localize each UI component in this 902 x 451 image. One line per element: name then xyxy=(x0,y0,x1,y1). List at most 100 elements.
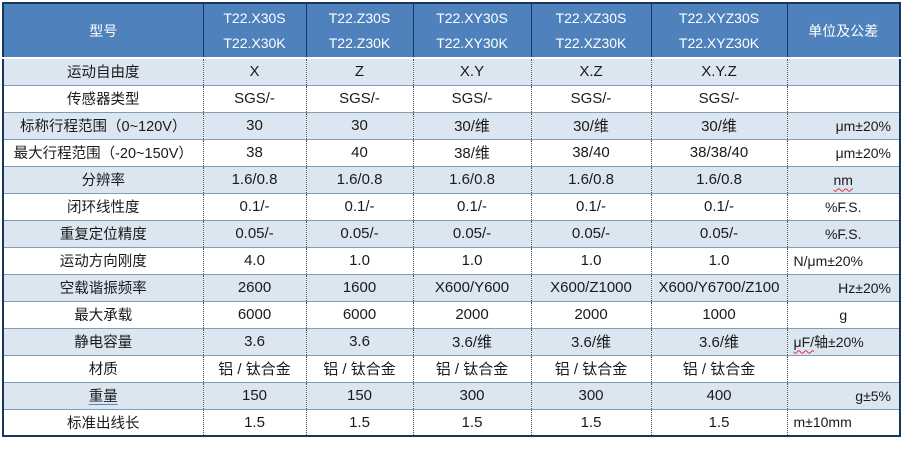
model-name: T22.XZ30S xyxy=(555,9,627,26)
table-row: 分辨率 1.6/0.8 1.6/0.8 1.6/0.8 1.6/0.8 1.6/0.8 nm xyxy=(3,165,900,193)
spec-value: SGS/- xyxy=(412,84,531,112)
row-label: 空载谐振频率 xyxy=(3,273,203,301)
spec-value: 2000 xyxy=(530,300,651,328)
unit-text: N/μm±20% xyxy=(793,252,863,269)
spec-value: 150 xyxy=(305,381,413,409)
spec-value: 0.1/- xyxy=(650,192,787,220)
spec-value: 2000 xyxy=(412,300,531,328)
spec-value: 1600 xyxy=(305,273,413,301)
spec-value: 1.5 xyxy=(530,408,651,436)
spec-value: 38/38/40 xyxy=(650,138,787,166)
unit-cell: m±10mm xyxy=(786,408,900,436)
spec-value: 1.6/0.8 xyxy=(530,165,651,193)
table-row: 空载谐振频率 2600 1600 X600/Y600 X600/Z1000 X600/Y6… xyxy=(3,273,900,301)
row-label: 标称行程范围（0~120V） xyxy=(3,111,203,139)
spec-value: 38/维 xyxy=(412,138,531,166)
spec-value: 3.6/维 xyxy=(530,327,651,355)
header-col-x: T22.X30S T22.X30K xyxy=(202,3,306,59)
model-name: T22.XYZ30K xyxy=(678,34,760,51)
spec-value: 400 xyxy=(650,381,787,409)
unit-cell: Hz±20% xyxy=(786,273,900,301)
spec-value: 3.6/维 xyxy=(650,327,787,355)
spec-value: Z xyxy=(305,58,413,85)
spec-value: 0.1/- xyxy=(305,192,413,220)
spec-value: X600/Y6700/Z100 xyxy=(650,273,787,301)
table-row: 重量 150 150 300 300 400 g±5% xyxy=(3,381,900,409)
spec-value: 1000 xyxy=(650,300,787,328)
table-row: 最大承载 6000 6000 2000 2000 1000 g xyxy=(3,300,900,328)
row-label: 标准出线长 xyxy=(3,408,203,436)
unit-cell: nm xyxy=(786,165,900,193)
spec-value: 1.5 xyxy=(305,408,413,436)
unit-text: 轴±20% xyxy=(814,333,864,350)
spec-value: 1.5 xyxy=(650,408,787,436)
unit-text: g±5% xyxy=(855,387,891,404)
spec-value: 3.6 xyxy=(305,327,413,355)
model-name: T22.Z30K xyxy=(328,34,391,51)
unit-cell: μm±20% xyxy=(786,138,900,166)
spec-value: 150 xyxy=(202,381,306,409)
unit-cell xyxy=(786,84,900,112)
table-row: 重复定位精度 0.05/- 0.05/- 0.05/- 0.05/- 0.05/- %F.S… xyxy=(3,219,900,247)
spec-value: 1.0 xyxy=(650,246,787,274)
spec-value: 30/维 xyxy=(412,111,531,139)
spec-value: 铝 / 钛合金 xyxy=(305,354,413,382)
spec-value: 铝 / 钛合金 xyxy=(412,354,531,382)
spec-value: 38 xyxy=(202,138,306,166)
unit-cell: N/μm±20% xyxy=(786,246,900,274)
model-name: T22.XYZ30S xyxy=(678,9,760,26)
row-label: 重量 xyxy=(3,381,203,409)
spec-value: 0.1/- xyxy=(202,192,306,220)
table-row: 材质铝 / 钛合金铝 / 钛合金铝 / 钛合金铝 / 钛合金铝 / 钛合金 xyxy=(3,354,900,382)
header-col-xz: T22.XZ30S T22.XZ30K xyxy=(530,3,651,59)
header-col-xy: T22.XY30S T22.XY30K xyxy=(412,3,531,59)
row-label: 静电容量 xyxy=(3,327,203,355)
spec-value: SGS/- xyxy=(305,84,413,112)
spec-value: 30/维 xyxy=(650,111,787,139)
unit-text: Hz±20% xyxy=(838,279,891,296)
spec-value: 1.6/0.8 xyxy=(650,165,787,193)
spec-value: 1.6/0.8 xyxy=(202,165,306,193)
spec-value: X600/Z1000 xyxy=(530,273,651,301)
spec-value: SGS/- xyxy=(650,84,787,112)
unit-cell: %F.S. xyxy=(786,192,900,220)
spec-value: 3.6/维 xyxy=(412,327,531,355)
spec-value: 0.1/- xyxy=(530,192,651,220)
row-label: 闭环线性度 xyxy=(3,192,203,220)
spec-value: 1.0 xyxy=(305,246,413,274)
unit-text: μm±20% xyxy=(835,144,891,161)
spec-value: 0.05/- xyxy=(530,219,651,247)
row-label: 运动自由度 xyxy=(67,65,140,82)
row-label: 重复定位精度 xyxy=(3,219,203,247)
header-unit-label: 单位及公差 xyxy=(786,3,900,59)
model-name: T22.XZ30K xyxy=(555,34,627,51)
spec-value: 6000 xyxy=(305,300,413,328)
row-label: 分辨率 xyxy=(3,165,203,193)
spec-value: 1.5 xyxy=(202,408,306,436)
row-label: 最大承载 xyxy=(3,300,203,328)
spec-value: SGS/- xyxy=(530,84,651,112)
unit-text: μm±20% xyxy=(835,117,891,134)
table-row: 闭环线性度 0.1/- 0.1/- 0.1/- 0.1/- 0.1/- %F.S. xyxy=(3,192,900,220)
spec-value: 30/维 xyxy=(530,111,651,139)
header-col-z: T22.Z30S T22.Z30K xyxy=(305,3,413,59)
model-name: T22.X30K xyxy=(223,34,286,51)
spec-value: 1.0 xyxy=(412,246,531,274)
spec-table: 型号 T22.X30S T22.X30K T22.Z30S T22.Z30K T… xyxy=(2,2,901,437)
unit-cell xyxy=(786,58,900,85)
spec-value: X xyxy=(202,58,306,85)
spec-value: SGS/- xyxy=(202,84,306,112)
unit-cell: %F.S. xyxy=(786,219,900,247)
unit-text: %F.S. xyxy=(824,198,862,215)
table-row: 运动方向刚度 4.0 1.0 1.0 1.0 1.0 N/μm±20% xyxy=(3,246,900,274)
spec-value: 1.5 xyxy=(412,408,531,436)
model-name: T22.XY30K xyxy=(436,34,508,51)
unit-cell xyxy=(786,354,900,382)
unit-cell: μF/轴±20% xyxy=(786,327,900,355)
model-name: T22.Z30S xyxy=(328,9,391,26)
spec-value: 4.0 xyxy=(202,246,306,274)
unit-cell: g xyxy=(786,300,900,328)
spec-value: 40 xyxy=(305,138,413,166)
spec-value: 6000 xyxy=(202,300,306,328)
